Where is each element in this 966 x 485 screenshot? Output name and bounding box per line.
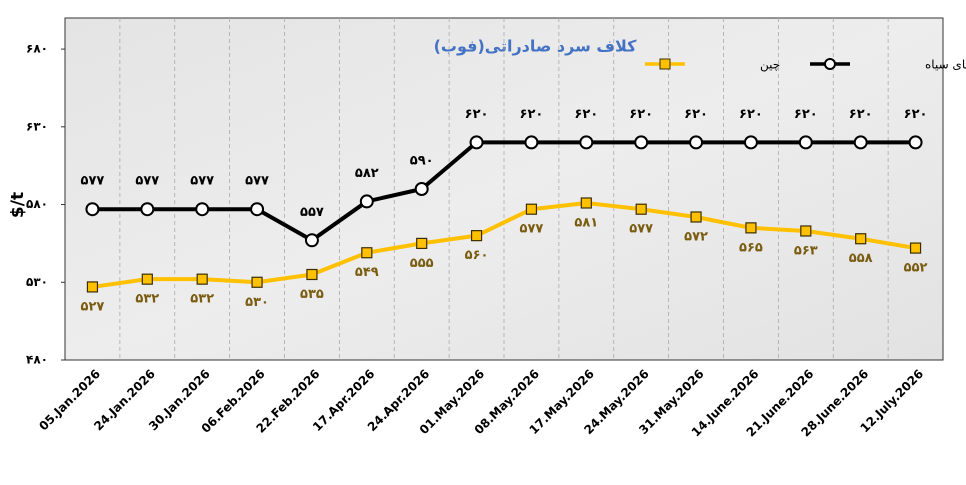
marker <box>251 276 263 288</box>
data-label: ۶۲۰ <box>849 107 873 122</box>
marker <box>909 242 922 254</box>
y-tick-label: ۵۸۰ <box>26 197 48 211</box>
legend-label: دریای سیاه <box>925 58 966 73</box>
marker <box>470 230 483 242</box>
marker <box>140 202 155 217</box>
legend-marker <box>659 58 671 70</box>
marker <box>855 233 867 245</box>
marker <box>579 135 594 150</box>
data-label: ۵۶۰ <box>465 248 489 263</box>
y-tick-label: ۴۸۰ <box>26 353 48 367</box>
data-label: ۵۶۳ <box>794 243 818 258</box>
marker <box>141 273 153 285</box>
data-label: ۶۲۰ <box>629 107 653 122</box>
data-label: ۵۵۸ <box>849 251 873 266</box>
y-tick-label: ۵۳۰ <box>26 275 48 289</box>
data-label: ۵۷۷ <box>190 174 214 189</box>
data-label: ۵۵۷ <box>300 205 324 220</box>
marker <box>689 135 704 150</box>
data-label: ۵۷۷ <box>135 174 159 189</box>
data-label: ۵۹۰ <box>410 154 434 169</box>
marker <box>635 203 647 215</box>
data-label: ۵۸۲ <box>355 166 379 181</box>
chart-title: کلاف سرد صادراتی(فوب) <box>434 37 638 56</box>
data-label: ۶۲۰ <box>794 107 818 122</box>
series-line <box>92 140 916 243</box>
marker <box>361 247 373 259</box>
marker <box>416 237 428 250</box>
y-tick-label: ۶۸۰ <box>26 42 48 56</box>
data-label: ۶۲۰ <box>739 107 763 122</box>
marker <box>86 281 99 293</box>
data-label: ۶۲۰ <box>520 107 544 122</box>
marker <box>306 268 318 281</box>
legend-marker <box>824 58 836 70</box>
marker <box>524 135 539 150</box>
data-label: ۶۲۰ <box>904 107 928 122</box>
data-label: ۵۸۱ <box>574 215 598 230</box>
marker <box>250 202 265 217</box>
data-label: ۶۲۰ <box>465 107 489 122</box>
marker <box>580 197 592 209</box>
marker <box>195 202 210 217</box>
marker <box>743 135 758 150</box>
marker <box>196 273 208 285</box>
series-line <box>92 200 916 289</box>
data-label: ۶۲۰ <box>574 107 598 122</box>
data-label: ۵۳۲ <box>135 292 159 307</box>
data-label: ۵۳۲ <box>190 292 214 307</box>
marker <box>800 225 812 237</box>
legend-label: چین <box>760 58 780 73</box>
marker <box>304 233 319 248</box>
data-label: ۵۷۲ <box>684 229 708 244</box>
marker <box>690 211 702 223</box>
marker <box>359 194 374 209</box>
data-label: ۵۳۵ <box>300 287 324 302</box>
marker <box>634 135 649 150</box>
marker <box>745 222 757 234</box>
y-tick-label: ۶۳۰ <box>26 119 48 133</box>
data-label: ۵۲۷ <box>81 299 105 314</box>
data-label: ۶۲۰ <box>684 107 708 122</box>
marker <box>85 202 100 217</box>
data-label: ۵۷۷ <box>520 222 544 237</box>
data-label: ۵۵۵ <box>410 256 434 271</box>
marker <box>853 135 868 150</box>
marker <box>414 182 429 196</box>
y-axis-label: $/t <box>8 192 28 218</box>
marker <box>525 203 538 215</box>
data-label: ۵۷۷ <box>81 174 105 189</box>
marker <box>798 135 813 150</box>
data-label: ۵۵۲ <box>904 261 928 276</box>
data-label: ۵۶۵ <box>739 240 763 255</box>
data-label: ۵۷۷ <box>629 222 653 237</box>
data-label: ۵۷۷ <box>245 174 269 189</box>
data-label: ۵۴۹ <box>355 265 379 280</box>
marker <box>469 135 484 150</box>
data-label: ۵۳۰ <box>245 295 269 310</box>
marker <box>908 135 923 150</box>
